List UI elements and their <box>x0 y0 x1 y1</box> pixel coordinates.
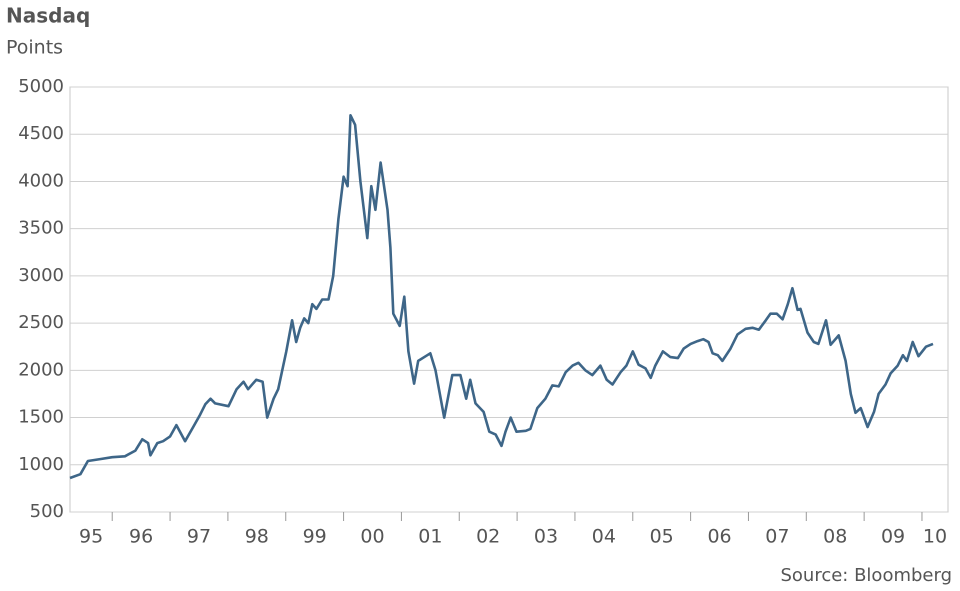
y-tick-label: 3500 <box>18 218 64 239</box>
x-tick-label: 98 <box>245 526 269 548</box>
x-tick-label: 96 <box>129 526 153 548</box>
source-note: Source: Bloomberg <box>780 565 952 586</box>
x-tick-label: 04 <box>592 526 616 548</box>
y-tick-label: 1000 <box>18 454 64 475</box>
data-line <box>69 114 934 480</box>
y-tick-label: 500 <box>30 501 64 522</box>
y-tick-label: 3000 <box>18 265 64 286</box>
y-tick-label: 4500 <box>18 123 64 144</box>
x-tick-label: 10 <box>923 526 947 548</box>
x-tick-label: 03 <box>534 526 558 548</box>
y-tick-label: 5000 <box>18 76 64 97</box>
chart-title: Nasdaq <box>6 4 90 28</box>
x-tick-label: 06 <box>707 526 731 548</box>
x-tick-label: 95 <box>79 526 103 548</box>
x-tick-label: 01 <box>418 526 442 548</box>
x-tick-label: 97 <box>187 526 211 548</box>
y-tick-label: 2000 <box>18 359 64 380</box>
plot-area <box>69 86 949 513</box>
y-tick-label: 1500 <box>18 407 64 428</box>
y-tick-label: 2500 <box>18 312 64 333</box>
chart-subtitle: Points <box>6 37 63 59</box>
x-tick-label: 07 <box>765 526 789 548</box>
x-tick-label: 02 <box>476 526 500 548</box>
x-tick-label: 08 <box>823 526 847 548</box>
y-tick-label: 4000 <box>18 170 64 191</box>
x-tick-label: 00 <box>360 526 384 548</box>
x-tick-label: 09 <box>881 526 905 548</box>
x-tick-label: 05 <box>650 526 674 548</box>
x-tick-label: 99 <box>303 526 327 548</box>
